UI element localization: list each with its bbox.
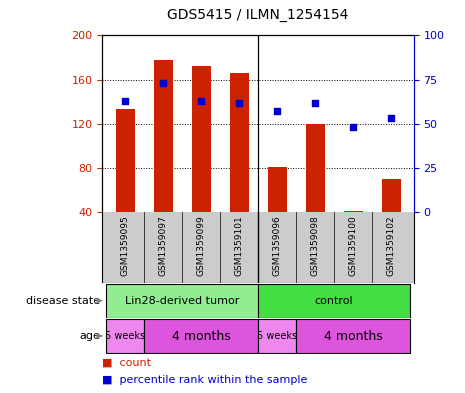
Bar [106,284,258,318]
Bar [382,179,400,212]
Point [159,80,167,86]
Text: disease state: disease state [27,296,100,306]
Text: GSM1359098: GSM1359098 [311,215,319,276]
Point [387,116,395,122]
Text: ■  count: ■ count [102,358,151,367]
Text: GSM1359102: GSM1359102 [386,215,396,275]
Text: GSM1359100: GSM1359100 [349,215,358,276]
Text: 5 weeks: 5 weeks [257,331,297,341]
Text: 4 months: 4 months [324,329,382,343]
Bar [258,319,296,353]
Bar [192,66,211,212]
Text: GSM1359097: GSM1359097 [159,215,167,276]
Bar [230,73,249,212]
Bar [267,167,286,212]
Bar [144,319,258,353]
Point [349,124,357,130]
Text: GSM1359101: GSM1359101 [234,215,244,276]
Text: ■  percentile rank within the sample: ■ percentile rank within the sample [102,375,308,385]
Point [273,108,281,115]
Bar [153,60,173,212]
Point [197,97,205,104]
Point [235,99,243,106]
Text: 4 months: 4 months [172,329,231,343]
Bar [344,211,363,212]
Text: GSM1359099: GSM1359099 [197,215,206,276]
Bar [258,284,410,318]
Bar [306,124,325,212]
Text: Lin28-derived tumor: Lin28-derived tumor [125,296,239,306]
Text: GSM1359095: GSM1359095 [120,215,130,276]
Text: control: control [315,296,353,306]
Point [312,99,319,106]
Text: age: age [80,331,100,341]
Text: 5 weeks: 5 weeks [105,331,145,341]
Text: GSM1359096: GSM1359096 [272,215,282,276]
Bar [116,109,134,212]
Bar [296,319,410,353]
Point [121,97,129,104]
Bar [106,319,144,353]
Text: GDS5415 / ILMN_1254154: GDS5415 / ILMN_1254154 [167,7,349,22]
